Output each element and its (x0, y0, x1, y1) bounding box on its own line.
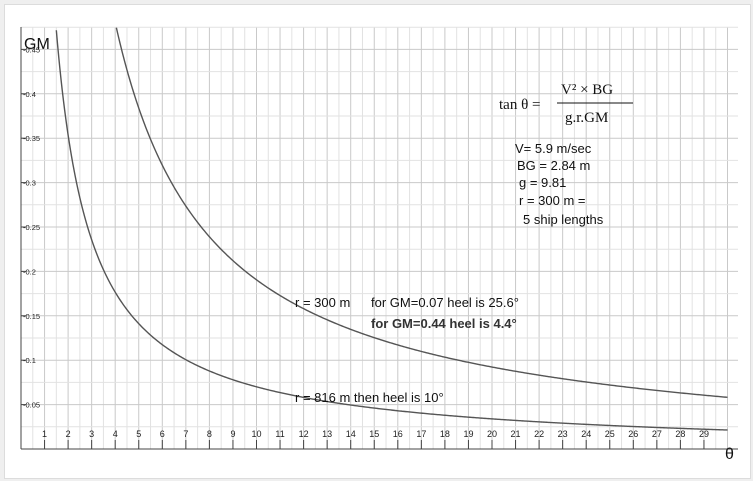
curve-series-1 (115, 27, 728, 399)
x-tick-label: 18 (440, 429, 450, 439)
formula: tan θ = V² × BG g.r.GM (499, 82, 633, 126)
x-tick-label: 27 (652, 429, 662, 439)
y-tick-label: -0.25 (23, 223, 40, 232)
param-radius: r = 300 m = (519, 193, 585, 208)
curve-series-2 (55, 30, 728, 431)
annotation-gm007: for GM=0.07 heel is 25.6° (371, 295, 519, 310)
axes (20, 27, 738, 450)
x-tick-label: 11 (275, 429, 284, 439)
x-tick-label: 22 (534, 429, 544, 439)
x-tick-label: 20 (487, 429, 497, 439)
param-bg: BG = 2.84 m (517, 158, 590, 173)
formula-denominator: g.r.GM (565, 110, 608, 126)
y-tick-label: -0.35 (23, 134, 40, 143)
x-tick-label: 8 (207, 429, 212, 439)
y-tick-label: -0.3 (23, 179, 36, 188)
y-tick-label: -0.45 (23, 45, 40, 54)
grid (21, 26, 738, 449)
x-tick-label: 2 (66, 429, 71, 439)
y-tick-label: -0.4 (23, 90, 36, 99)
x-tick-label: 29 (699, 429, 709, 439)
x-tick-label: 21 (511, 429, 521, 439)
x-tick-label: 12 (299, 429, 309, 439)
y-tick-label: -0.1 (23, 356, 36, 365)
x-tick-label: 9 (230, 429, 235, 439)
annotation-r816: r = 816 m then heel is 10° (295, 390, 444, 405)
x-tick-label: 5 (136, 429, 141, 439)
chart-frame: -0.05 -0.1 -0.15 -0.2 -0.25 -0.3 -0.35 -0.4 -0.4… (4, 4, 751, 479)
y-tick-label: -0.05 (23, 401, 40, 410)
x-tick-label: 7 (183, 429, 188, 439)
x-tick-label: 1 (42, 429, 47, 439)
x-tick-label: 4 (113, 429, 118, 439)
x-tick-label: 28 (675, 429, 685, 439)
curves (55, 27, 728, 431)
x-tick-label: 25 (605, 429, 615, 439)
x-tick-label: 13 (322, 429, 332, 439)
x-tick-label: 16 (393, 429, 403, 439)
formula-numerator: V² × BG (561, 82, 613, 98)
x-tick-label: 24 (581, 429, 591, 439)
formula-lhs: tan θ = (499, 97, 540, 113)
parameter-list: V= 5.9 m/sec BG = 2.84 m g = 9.81 r = 30… (515, 141, 604, 227)
x-tick-label: 19 (463, 429, 473, 439)
param-velocity: V= 5.9 m/sec (515, 141, 592, 156)
y-tick-label: -0.15 (23, 312, 40, 321)
y-tick-label: -0.2 (23, 267, 36, 276)
x-tick-label: 15 (369, 429, 379, 439)
x-tick-label: 14 (346, 429, 356, 439)
y-axis-label: GM (24, 36, 50, 53)
ticks: -0.05 -0.1 -0.15 -0.2 -0.25 -0.3 -0.35 -0.4 -0.4… (21, 45, 709, 449)
param-gravity: g = 9.81 (519, 175, 566, 190)
x-axis-label: θ (725, 446, 734, 463)
x-tick-label: 6 (160, 429, 165, 439)
annotation-r300: r = 300 m (295, 295, 350, 310)
annotation-gm044: for GM=0.44 heel is 4.4° (371, 316, 517, 331)
x-tick-label: 23 (558, 429, 568, 439)
x-tick-label: 17 (416, 429, 426, 439)
x-tick-label: 26 (628, 429, 638, 439)
x-tick-label: 3 (89, 429, 94, 439)
param-ship-lengths: 5 ship lengths (523, 212, 604, 227)
gm-vs-heel-chart: -0.05 -0.1 -0.15 -0.2 -0.25 -0.3 -0.35 -0.4 -0.4… (20, 26, 738, 463)
x-tick-label: 10 (251, 429, 261, 439)
